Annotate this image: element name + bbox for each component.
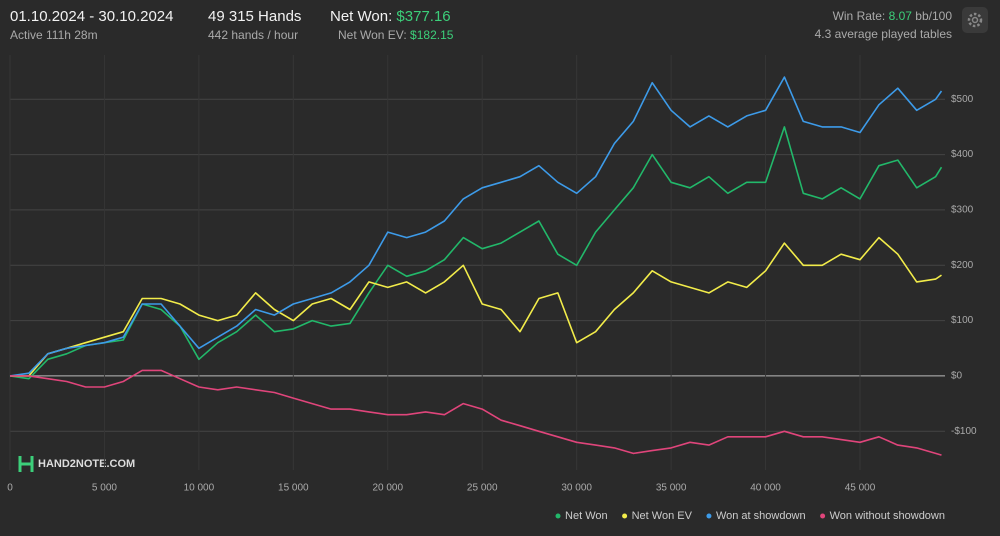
x-tick-label: 30 000 — [561, 483, 592, 494]
active-time: Active 111h 28m — [10, 28, 98, 42]
y-tick-label: -$100 — [951, 426, 977, 437]
x-tick-label: 40 000 — [750, 483, 781, 494]
y-tick-label: $100 — [951, 315, 974, 326]
legend-dot — [555, 513, 561, 519]
legend: Won without showdown Won at showdown Net W… — [555, 510, 945, 522]
logo-icon — [18, 456, 34, 472]
legend-label: Net Won — [565, 510, 608, 522]
x-tick-label: 0 — [7, 483, 13, 494]
x-tick-label: 10 000 — [184, 483, 215, 494]
net-won-ev-label: Net Won EV: — [338, 28, 407, 42]
y-tick-label: $0 — [951, 371, 963, 382]
hands-per-hour: 442 hands / hour — [208, 28, 299, 42]
legend-dot — [706, 513, 712, 519]
x-tick-label: 45 000 — [845, 483, 876, 494]
hands: 49 315 Hands — [208, 8, 302, 25]
net-won-ev: Net Won EV: $182.15 — [338, 28, 453, 42]
x-tick-label: 35 000 — [656, 483, 687, 494]
win-rate-label: Win Rate: — [832, 9, 886, 23]
date-range: 01.10.2024 - 30.10.2024 — [10, 8, 174, 25]
settings-button[interactable] — [962, 7, 988, 33]
win-rate-value: 8.07 — [888, 9, 912, 23]
net-won-label: Net Won: — [330, 8, 393, 25]
win-rate-unit: bb/100 — [915, 9, 952, 23]
x-tick-label: 20 000 — [372, 483, 403, 494]
net-won: Net Won: $377.16 — [330, 8, 451, 25]
series-line — [9, 76, 943, 377]
legend-label: Net Won EV — [632, 510, 693, 522]
x-tick-label: 5 000 — [92, 483, 117, 494]
net-won-value: $377.16 — [396, 8, 451, 25]
net-won-ev-value: $182.15 — [410, 28, 454, 42]
win-rate: Win Rate: 8.07 bb/100 — [833, 9, 952, 23]
y-tick-label: $400 — [951, 149, 974, 160]
x-tick-label: 15 000 — [278, 483, 309, 494]
legend-label: Won without showdown — [830, 510, 945, 522]
series-line — [10, 369, 942, 456]
gear-icon — [967, 12, 983, 28]
legend-dot — [622, 513, 628, 519]
y-tick-label: $200 — [951, 260, 974, 271]
legend-dot — [820, 513, 826, 519]
x-tick-label: 25 000 — [467, 483, 498, 494]
legend-label: Won at showdown — [716, 510, 806, 522]
tables: 4.3 average played tables — [814, 27, 952, 41]
series-line — [10, 236, 942, 377]
logo: HAND2NOTE.COM — [18, 456, 135, 472]
grid — [9, 55, 945, 470]
y-tick-label: $500 — [951, 94, 974, 105]
logo-text: HAND2NOTE.COM — [38, 458, 135, 470]
y-tick-label: $300 — [951, 205, 974, 216]
series-line — [9, 126, 943, 380]
